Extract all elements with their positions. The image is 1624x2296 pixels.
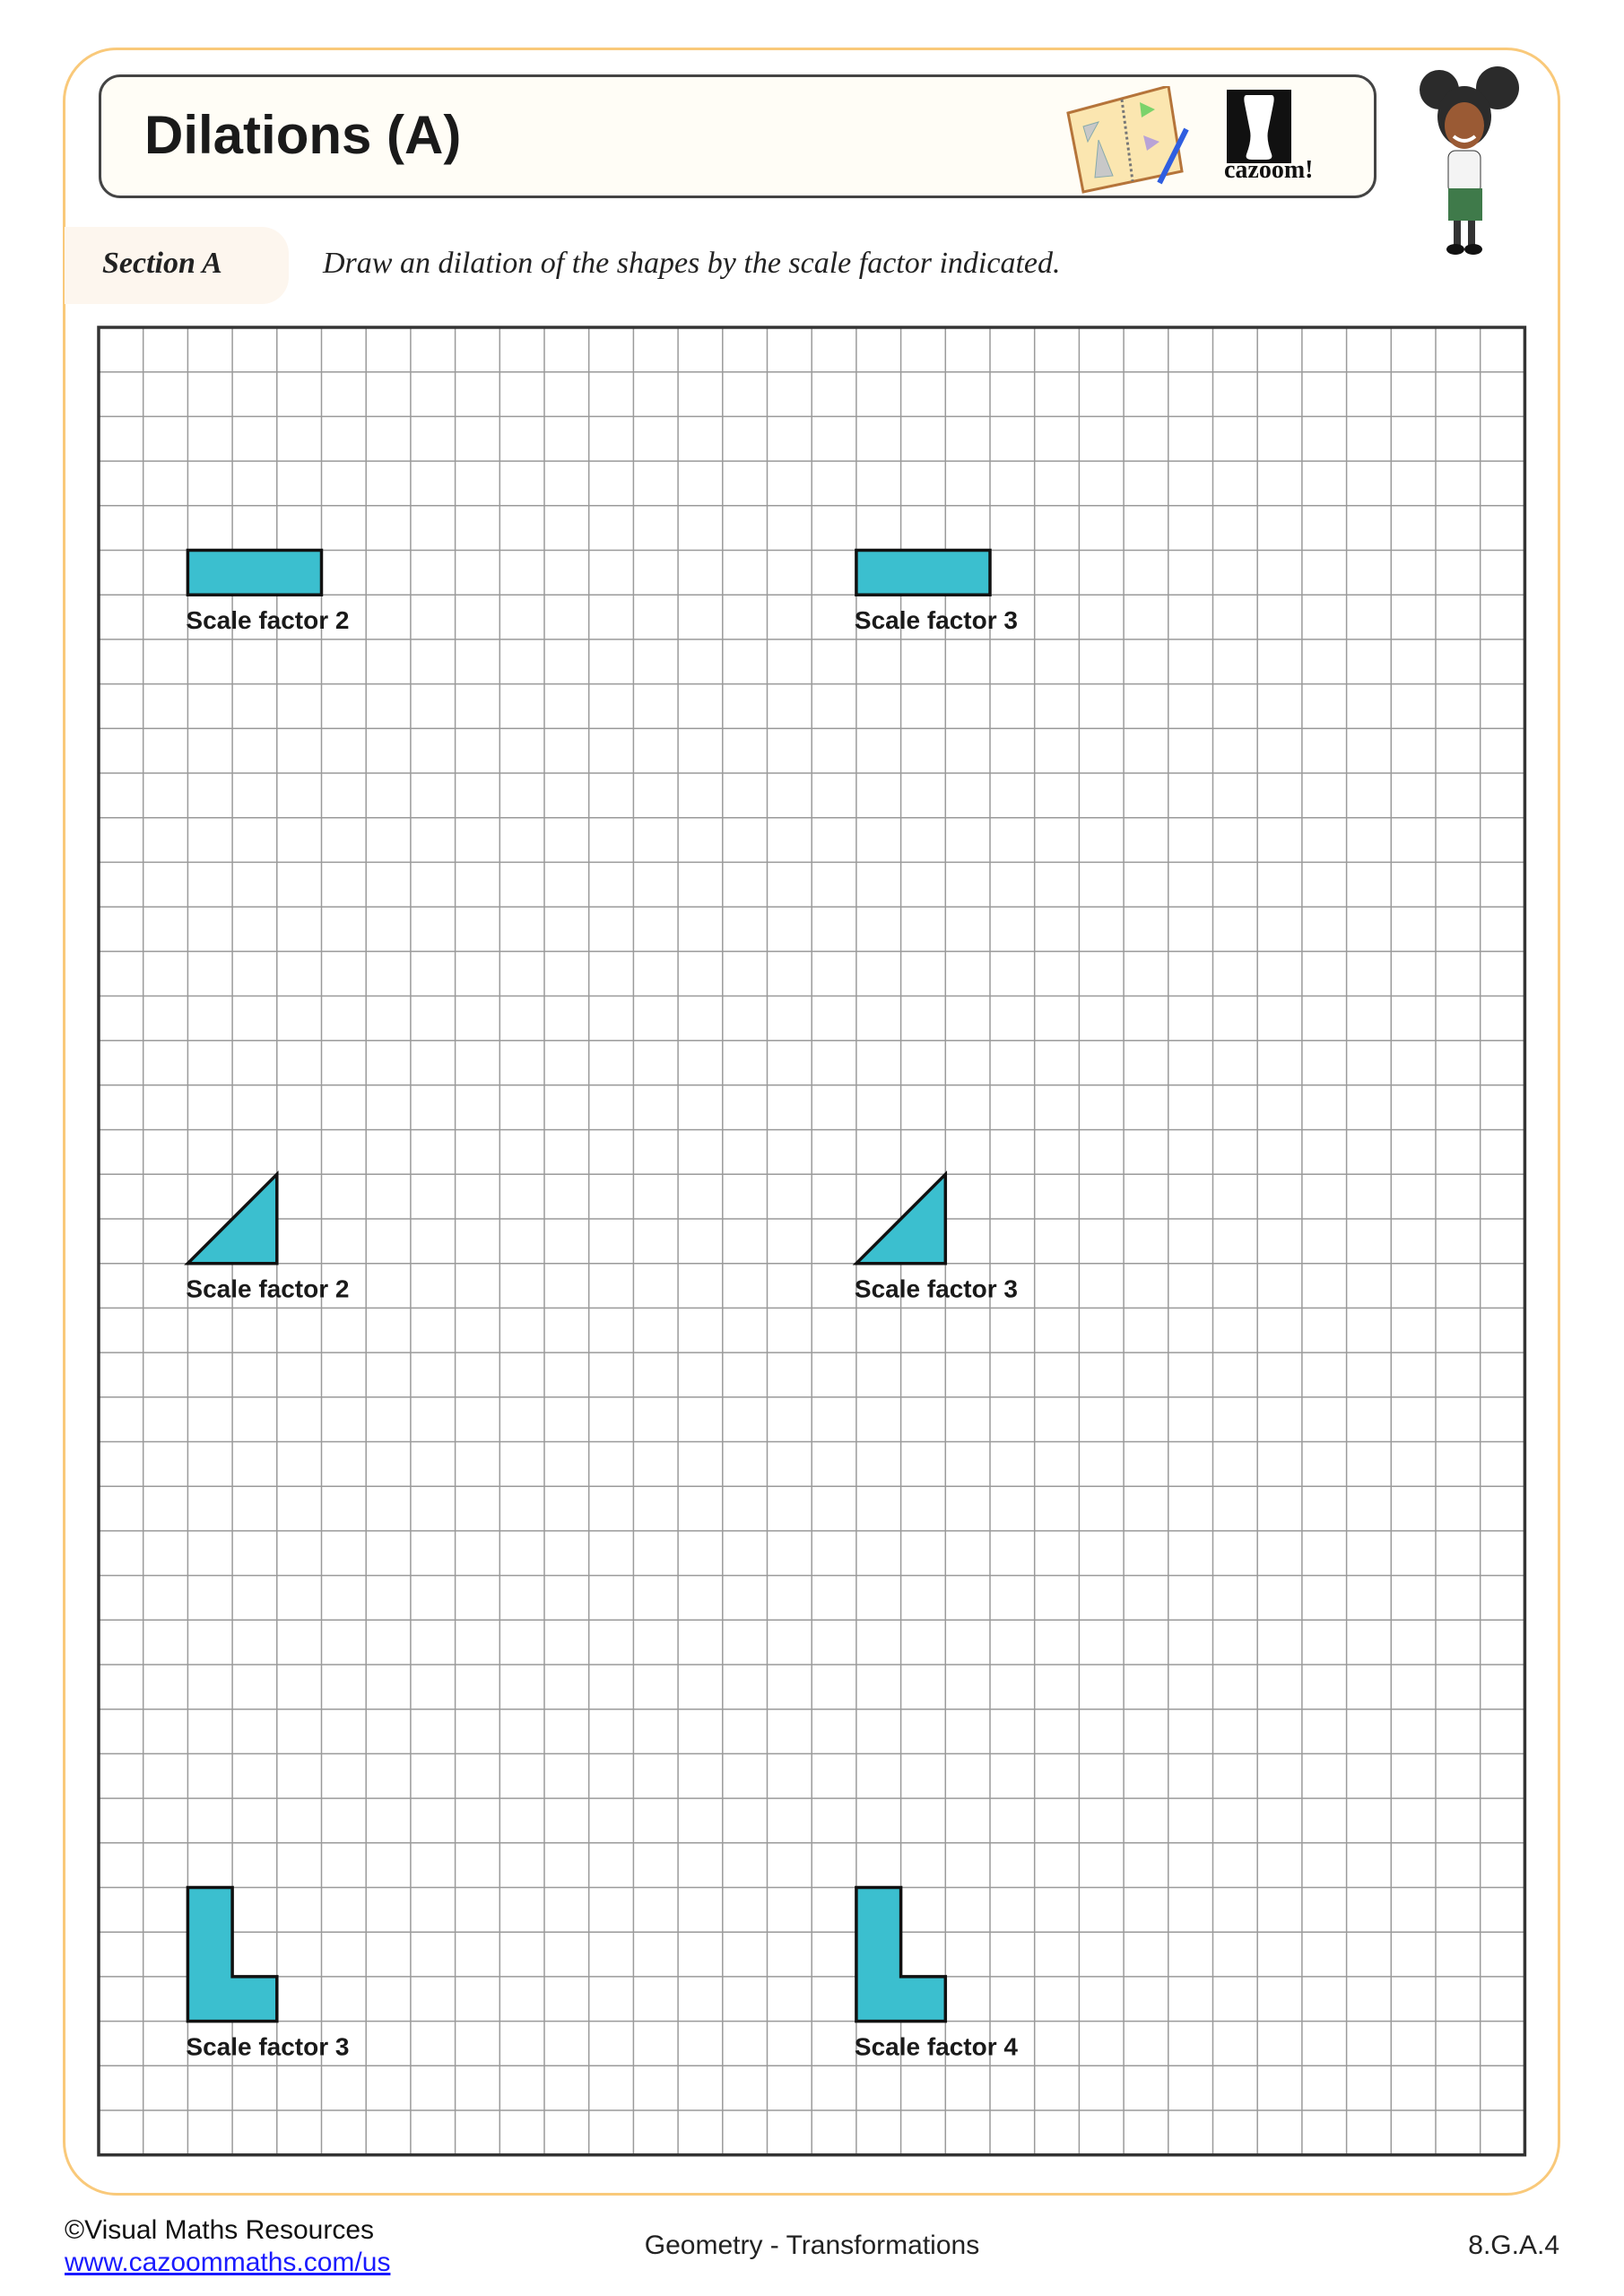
page-border [63, 48, 1560, 2196]
header-banner: Dilations (A) cazoom! [99, 74, 1376, 198]
shape-label: Scale factor 3 [855, 1274, 1018, 1302]
shape-triangle [184, 1170, 279, 1265]
section-tab [65, 227, 289, 304]
cazoom-logo [1227, 90, 1291, 163]
notebook-icon [1066, 86, 1189, 194]
footer-link[interactable]: www.cazoommaths.com/us [65, 2248, 391, 2277]
shape-rectangle [855, 548, 992, 596]
shape-label: Scale factor 3 [186, 2032, 349, 2060]
footer-topic: Geometry - Transformations [644, 2231, 980, 2260]
shape-l-shape [855, 1885, 948, 2023]
shape-label: Scale factor 4 [855, 2032, 1019, 2060]
shape-label: Scale factor 3 [855, 606, 1018, 634]
character-illustration [1420, 66, 1519, 255]
shape-label: Scale factor 2 [186, 606, 349, 634]
shape-rectangle [186, 548, 324, 596]
grid-border [97, 326, 1527, 2157]
shape-triangle [852, 1170, 948, 1265]
section-label: Section A [102, 247, 222, 280]
instruction-text: Draw an dilation of the shapes by the sc… [323, 247, 1061, 280]
footer-standard: 8.G.A.4 [1468, 2231, 1559, 2260]
shape-label: Scale factor 2 [186, 1274, 349, 1302]
shape-l-shape [186, 1885, 279, 2023]
logo-text: cazoom! [1224, 156, 1314, 184]
page-title: Dilations (A) [144, 105, 462, 165]
footer-copyright: ©Visual Maths Resources [65, 2215, 375, 2245]
